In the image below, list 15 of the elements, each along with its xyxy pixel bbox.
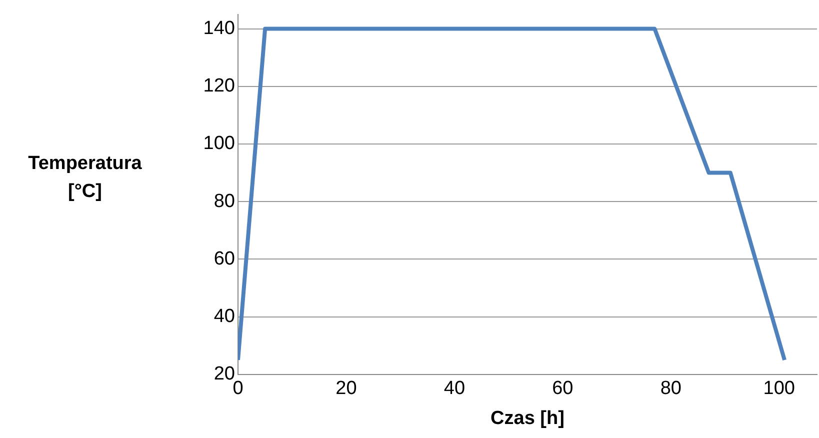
x-tick-label: 80 — [660, 378, 682, 400]
x-axis-title: Czas [h] — [490, 408, 564, 429]
y-tick-label: 20 — [214, 364, 235, 385]
y-tick-label: 80 — [214, 190, 235, 212]
x-tick-label: 20 — [336, 378, 357, 400]
y-tick-label: 140 — [203, 18, 235, 40]
y-tick-label: 120 — [203, 76, 235, 97]
x-tick-label: 60 — [552, 378, 574, 400]
x-tick-label: 0 — [232, 378, 244, 400]
x-tick-label: 40 — [444, 378, 466, 400]
y-tick-label: 40 — [214, 306, 235, 328]
x-tick-label: 100 — [763, 378, 795, 400]
y-tick-label: 100 — [203, 133, 235, 154]
y-tick-label: 60 — [214, 248, 235, 270]
y-axis-title: Temperatura [°C] — [27, 152, 143, 204]
